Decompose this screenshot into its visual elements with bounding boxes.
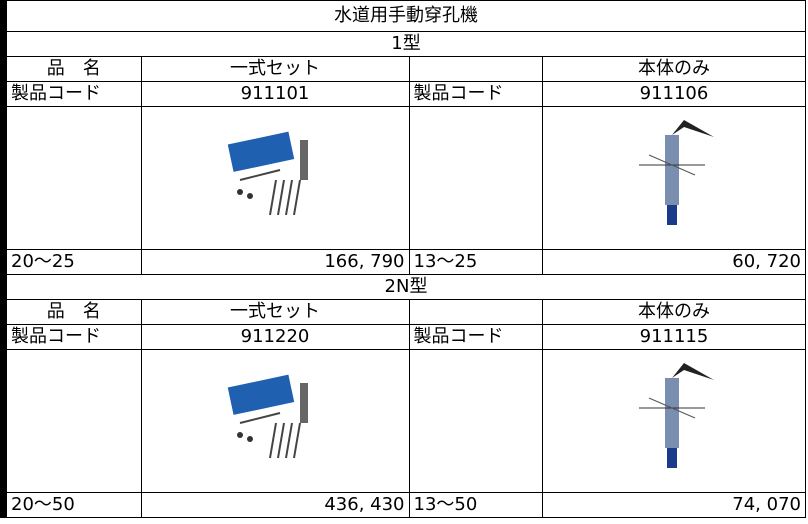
blank [408, 349, 543, 493]
body-price: 60, 720 [541, 249, 807, 275]
body-name: 本体のみ [541, 56, 807, 82]
body-code: 911106 [541, 81, 807, 107]
body-size: 13～25 [408, 249, 543, 275]
body-icon [638, 120, 714, 225]
blank [3, 106, 142, 250]
set-image [140, 349, 410, 493]
blank [3, 349, 142, 493]
code-label: 製品コード [408, 324, 543, 350]
body-price: 74, 070 [541, 492, 807, 518]
blank [408, 56, 543, 82]
set-image [140, 106, 410, 250]
body-code: 911115 [541, 324, 807, 350]
set-name: 一式セット [140, 56, 410, 82]
body-name: 本体のみ [541, 299, 807, 325]
set-size: 20～50 [3, 492, 142, 518]
body-size: 13～50 [408, 492, 543, 518]
set-price: 436, 430 [140, 492, 410, 518]
set-code: 911220 [140, 324, 410, 350]
blank [408, 299, 543, 325]
name-label: 品 名 [3, 299, 142, 325]
title: 水道用手動穿孔機 [3, 0, 806, 32]
body-image [541, 349, 807, 493]
set-name: 一式セット [140, 299, 410, 325]
model: 2N型 [3, 274, 806, 300]
set-icon [227, 131, 308, 216]
set-size: 20～25 [3, 249, 142, 275]
blank [408, 106, 543, 250]
set-price: 166, 790 [140, 249, 410, 275]
name-label: 品 名 [3, 56, 142, 82]
body-image [541, 106, 807, 250]
code-label: 製品コード [3, 324, 142, 350]
set-icon [227, 374, 308, 459]
body-icon [638, 363, 714, 468]
model: 1型 [3, 31, 806, 57]
code-label: 製品コード [3, 81, 142, 107]
code-label: 製品コード [408, 81, 543, 107]
set-code: 911101 [140, 81, 410, 107]
